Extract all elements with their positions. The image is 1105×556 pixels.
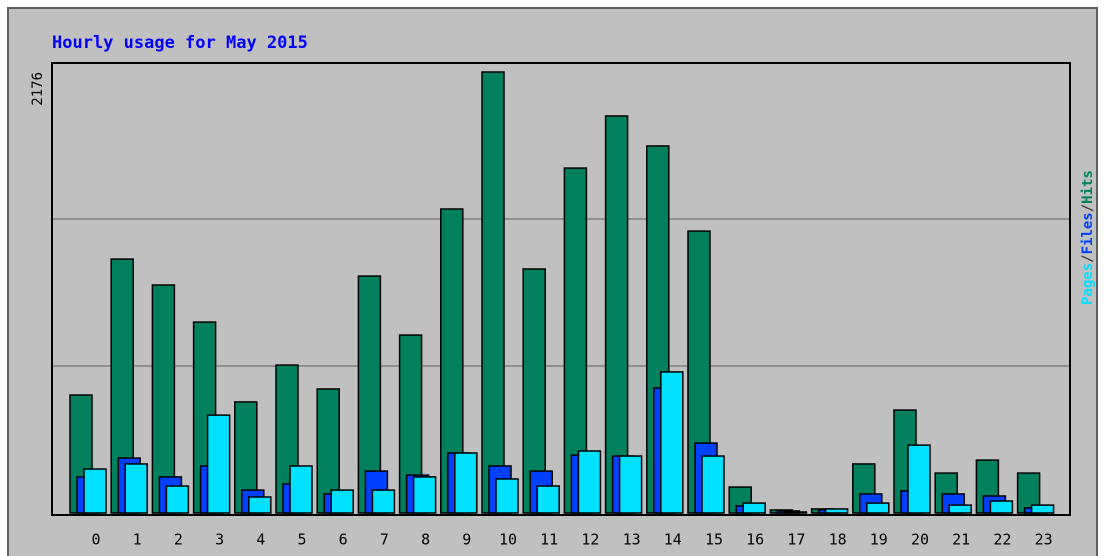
bar	[289, 465, 313, 514]
x-tick-label: 12	[581, 531, 599, 549]
x-tick-label: 7	[380, 531, 389, 549]
bar	[989, 500, 1014, 514]
x-tick-label: 1	[133, 531, 142, 549]
x-tick-label: 3	[215, 531, 224, 549]
bar	[206, 414, 231, 514]
bar	[481, 71, 505, 514]
legend-pages: Pages	[1080, 263, 1096, 305]
bar	[618, 455, 643, 514]
x-tick-label: 2	[174, 531, 183, 549]
x-tick-label: 13	[623, 531, 641, 549]
x-tick-label: 4	[256, 531, 265, 549]
legend-hits: Hits	[1080, 170, 1096, 204]
x-tick-label: 21	[952, 531, 970, 549]
x-tick-label: 18	[829, 531, 847, 549]
bar	[330, 489, 354, 514]
bar	[604, 115, 629, 514]
x-tick-label: 11	[540, 531, 558, 549]
legend: Pages/Files/Hits	[1080, 170, 1096, 305]
legend-separator: /	[1080, 254, 1096, 262]
bar	[742, 502, 766, 514]
bar	[660, 371, 684, 514]
x-tick-label: 15	[705, 531, 723, 549]
bar	[948, 504, 972, 514]
bar	[824, 508, 849, 514]
bar	[866, 502, 890, 514]
x-tick-label: 6	[339, 531, 348, 549]
x-tick-label: 22	[993, 531, 1011, 549]
bar	[1030, 504, 1055, 514]
bar	[83, 468, 107, 514]
x-tick-label: 8	[421, 531, 430, 549]
bar	[165, 485, 190, 514]
bar	[907, 444, 931, 514]
bar	[577, 450, 602, 514]
x-tick-label: 14	[664, 531, 682, 549]
legend-files: Files	[1080, 212, 1096, 254]
chart-title: Hourly usage for May 2015	[52, 33, 308, 53]
x-tick-label: 17	[787, 531, 805, 549]
x-tick-label: 16	[746, 531, 764, 549]
bar	[495, 478, 519, 514]
x-tick-label: 5	[297, 531, 306, 549]
x-tick-label: 23	[1035, 531, 1053, 549]
x-tick-label: 9	[462, 531, 471, 549]
x-tick-label: 19	[870, 531, 888, 549]
y-tick-label: 2176	[30, 72, 46, 106]
bar	[248, 496, 272, 514]
x-tick-label: 10	[499, 531, 517, 549]
legend-separator: /	[1080, 204, 1096, 212]
bar	[412, 476, 437, 514]
bar	[783, 511, 808, 514]
bar	[371, 489, 396, 514]
x-tick-label: 20	[911, 531, 929, 549]
bar	[124, 463, 148, 514]
bar	[536, 485, 560, 514]
bar	[454, 452, 478, 514]
bar	[701, 455, 725, 514]
x-tick-label: 0	[91, 531, 100, 549]
